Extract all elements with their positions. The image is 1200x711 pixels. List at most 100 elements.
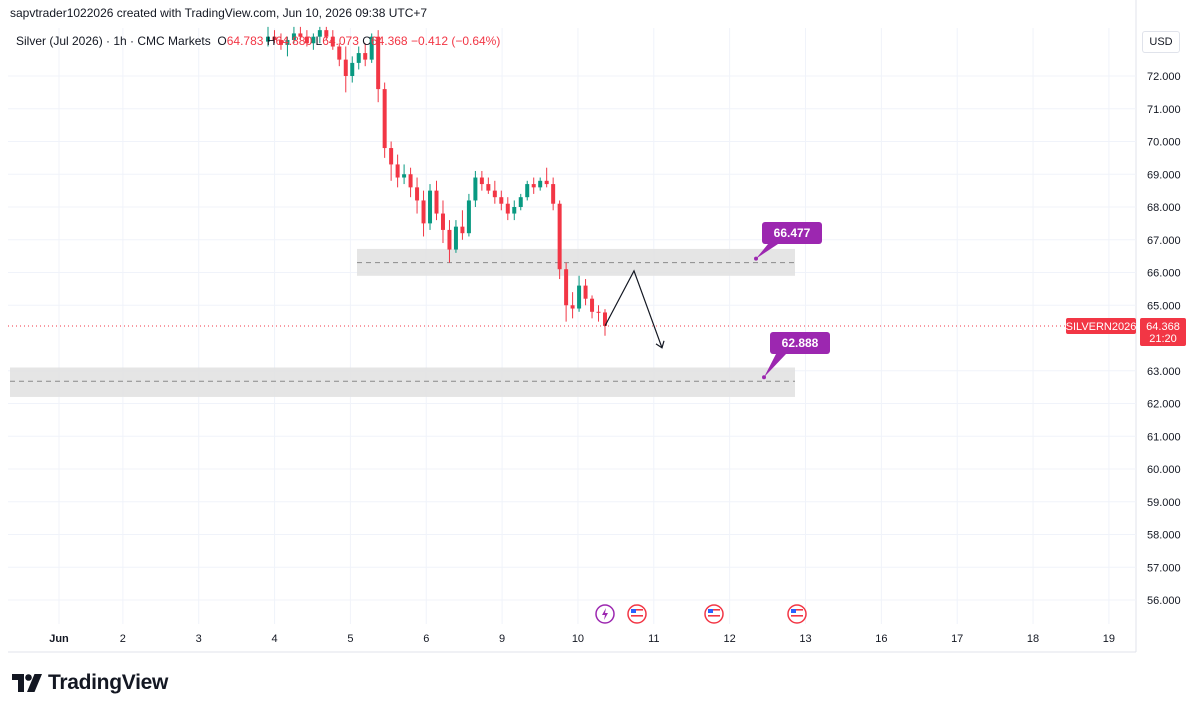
candle (590, 295, 595, 319)
change-value: −0.412 (−0.64%) (410, 34, 501, 48)
close-label: C (362, 34, 371, 48)
candle-body (564, 269, 569, 306)
tradingview-logo[interactable]: TradingView (12, 670, 168, 696)
candle (330, 30, 335, 50)
price-tick-label: 60.000 (1147, 464, 1181, 476)
candle-body (544, 180, 549, 185)
candle-body (440, 213, 445, 230)
candle (285, 36, 290, 57)
time-axis: Jun 2 3 4 5 6 9 10 11 12 13 16 17 18 19 (49, 633, 1115, 645)
candle-body (408, 174, 413, 188)
lightning-icon[interactable] (595, 604, 615, 624)
candle (408, 167, 413, 198)
zone-label-text: 66.477 (774, 226, 811, 240)
candle-body (389, 148, 394, 165)
symbol-price-label-text: SILVERN2026 (1066, 321, 1137, 333)
candle (596, 305, 601, 322)
candle (291, 26, 296, 44)
price-tick-label: 58.000 (1147, 530, 1181, 542)
candle-body (512, 207, 517, 214)
candle (460, 210, 465, 240)
candle (402, 164, 407, 185)
candle-body (518, 197, 523, 207)
price-tick-label: 62.000 (1147, 399, 1181, 411)
time-tick-label: 10 (572, 633, 584, 645)
time-tick-label: 2 (120, 633, 126, 645)
candle (453, 220, 458, 253)
candle (421, 190, 426, 237)
candle (577, 275, 582, 312)
candle-body (596, 311, 601, 313)
candle (440, 200, 445, 244)
time-tick-label: 13 (799, 633, 811, 645)
candle (337, 43, 342, 67)
last-price-value: 64.368 (1146, 321, 1180, 333)
symbol-title[interactable]: Silver (Jul 2026) · 1h · CMC Markets (16, 34, 211, 48)
candle (382, 82, 387, 158)
currency-button[interactable]: USD (1142, 31, 1180, 53)
candle (603, 309, 607, 336)
candle-body (466, 200, 471, 234)
candle-body (473, 177, 478, 201)
price-tick-label: 69.000 (1147, 169, 1181, 181)
candle-body (272, 36, 277, 40)
candle (356, 46, 361, 70)
candle (473, 170, 478, 207)
symbol-price-label: SILVERN2026 (1066, 317, 1137, 334)
candle-body (583, 285, 588, 299)
candle-body (590, 298, 595, 312)
price-tick-label: 61.000 (1147, 431, 1181, 443)
candle-body (343, 59, 348, 76)
symbol-legend: Silver (Jul 2026) · 1h · CMC Markets O 64… (16, 34, 500, 48)
price-tick-label: 56.000 (1147, 595, 1181, 607)
candle-body (557, 203, 562, 270)
candle-body (376, 36, 381, 90)
candle (447, 220, 452, 263)
time-tick-label: 11 (648, 633, 659, 645)
candle-body (395, 164, 400, 178)
low-value: 64.073 (322, 34, 359, 48)
us-flag-icon[interactable] (704, 604, 724, 624)
candle-body (453, 226, 458, 250)
candle-body (460, 226, 465, 234)
tradingview-logo-icon (12, 674, 42, 692)
zone-box (10, 367, 795, 397)
candle (343, 46, 348, 93)
zone-anchor-dot (754, 256, 758, 261)
candle-body (505, 203, 510, 214)
candle-body (603, 312, 607, 326)
candle-body (415, 187, 420, 201)
price-tick-label: 66.000 (1147, 268, 1181, 280)
time-tick-label: 5 (347, 633, 353, 645)
zone-anchor-dot (762, 375, 766, 380)
price-tick-label: 59.000 (1147, 497, 1181, 509)
candle-body (531, 184, 536, 188)
candle (538, 177, 543, 191)
candle (466, 193, 471, 237)
us-flag-icon[interactable] (627, 604, 647, 624)
candle-body (382, 89, 387, 149)
candle (389, 141, 394, 181)
us-flag-icon[interactable] (787, 604, 807, 624)
open-label: O (217, 34, 227, 48)
candle-body (421, 200, 426, 224)
zones-layer: 66.477 62.888 (10, 222, 830, 397)
candle (428, 184, 433, 230)
time-tick-label: 19 (1103, 633, 1115, 645)
candle (324, 26, 329, 40)
candle (266, 26, 270, 47)
candle-body (428, 190, 433, 224)
price-tick-label: 68.000 (1147, 202, 1181, 214)
candle-body (291, 33, 296, 40)
candle-body (434, 190, 439, 214)
candle (298, 26, 303, 40)
time-tick-label: 3 (196, 633, 202, 645)
candle-body (525, 184, 530, 198)
close-value: 64.368 (370, 34, 408, 48)
chart-credit: sapvtrader1022026 created with TradingVi… (10, 6, 428, 20)
time-tick-label: 16 (875, 633, 887, 645)
events-layer (595, 604, 807, 624)
candle (304, 30, 309, 47)
